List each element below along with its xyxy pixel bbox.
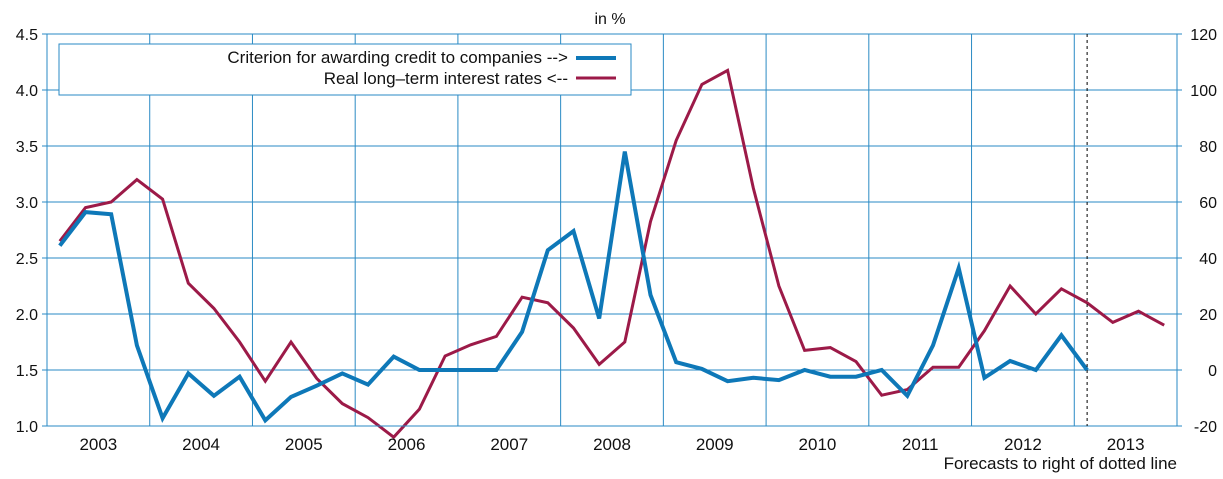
right-tick-label: 20 bbox=[1199, 307, 1217, 324]
legend: Criterion for awarding credit to compani… bbox=[59, 44, 631, 95]
unit-label: in % bbox=[594, 11, 625, 28]
x-tick-label: 2008 bbox=[593, 435, 631, 454]
right-tick-label: 60 bbox=[1199, 195, 1217, 212]
left-tick-label: 1.0 bbox=[16, 419, 38, 436]
x-tick-label: 2005 bbox=[285, 435, 323, 454]
left-tick-label: 3.5 bbox=[16, 139, 38, 156]
left-tick-label: 4.5 bbox=[16, 27, 38, 44]
forecast-note: Forecasts to right of dotted line bbox=[944, 454, 1177, 473]
x-tick-label: 2011 bbox=[902, 435, 939, 454]
legend-label-criterion: Criterion for awarding credit to compani… bbox=[227, 48, 568, 67]
x-tick-label: 2004 bbox=[182, 435, 220, 454]
right-tick-label: 0 bbox=[1208, 363, 1217, 380]
right-tick-label: 40 bbox=[1199, 251, 1217, 268]
right-tick-label: 120 bbox=[1190, 27, 1217, 44]
right-tick-label: 100 bbox=[1190, 83, 1217, 100]
left-tick-label: 4.0 bbox=[16, 83, 38, 100]
series-line-interest bbox=[60, 70, 1164, 437]
left-tick-label: 2.0 bbox=[16, 307, 38, 324]
x-tick-label: 2006 bbox=[388, 435, 426, 454]
x-tick-label: 2009 bbox=[696, 435, 734, 454]
x-tick-label: 2003 bbox=[79, 435, 117, 454]
left-tick-label: 3.0 bbox=[16, 195, 38, 212]
series-lines bbox=[60, 70, 1165, 437]
legend-label-interest: Real long–term interest rates <-- bbox=[324, 69, 568, 88]
right-tick-label: -20 bbox=[1194, 419, 1217, 436]
x-tick-label: 2013 bbox=[1107, 435, 1145, 454]
right-tick-label: 80 bbox=[1199, 139, 1217, 156]
left-tick-label: 1.5 bbox=[16, 363, 38, 380]
x-tick-label: 2007 bbox=[490, 435, 528, 454]
x-tick-label: 2010 bbox=[799, 435, 837, 454]
series-line-criterion bbox=[60, 152, 1087, 421]
left-tick-label: 2.5 bbox=[16, 251, 38, 268]
x-tick-label: 2012 bbox=[1004, 435, 1042, 454]
